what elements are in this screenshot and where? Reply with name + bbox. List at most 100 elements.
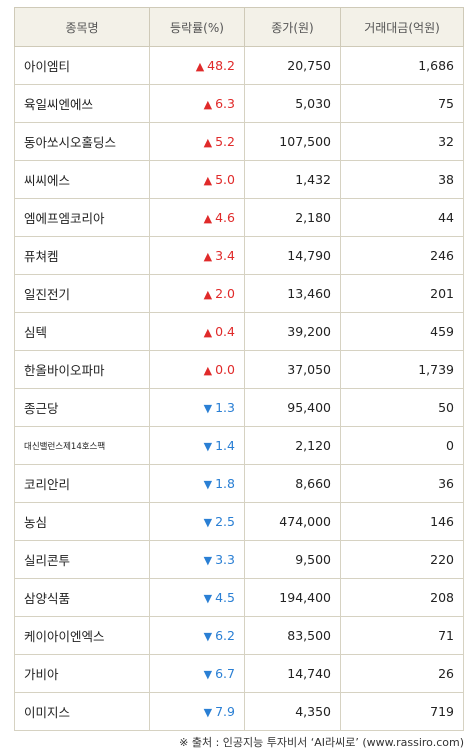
close-price: 14,740 — [244, 654, 341, 693]
change-cell: ▼ 1.3 — [149, 388, 245, 427]
table-row: 아이엠티 ▲ 48.2 20,750 1,686 — [14, 46, 464, 85]
change-cell: ▼ 6.7 — [149, 654, 245, 693]
up-triangle-icon: ▲ — [203, 212, 213, 225]
change-value: 1.3 — [215, 400, 235, 415]
up-triangle-icon: ▲ — [203, 326, 213, 339]
source-note: ※ 출처 : 인공지능 투자비서 ‘AI라씨로’ (www.rassiro.co… — [179, 736, 464, 749]
down-triangle-icon: ▼ — [203, 592, 213, 605]
trade-amount: 0 — [340, 426, 464, 465]
trade-amount: 26 — [340, 654, 464, 693]
trade-amount: 220 — [340, 540, 464, 579]
stock-name: 한올바이오파마 — [14, 350, 150, 389]
table-row: 코리안리 ▼ 1.8 8,660 36 — [14, 464, 464, 503]
close-price: 37,050 — [244, 350, 341, 389]
change-value: 1.8 — [215, 476, 235, 491]
table-row: 농심 ▼ 2.5 474,000 146 — [14, 502, 464, 541]
change-value: 2.0 — [215, 286, 235, 301]
table-row: 한올바이오파마 ▲ 0.0 37,050 1,739 — [14, 350, 464, 389]
trade-amount: 36 — [340, 464, 464, 503]
stock-name: 이미지스 — [14, 692, 150, 731]
change-value: 6.3 — [215, 96, 235, 111]
header-change: 등락률(%) — [149, 7, 245, 47]
table-row: 퓨쳐켐 ▲ 3.4 14,790 246 — [14, 236, 464, 275]
change-cell: ▼ 6.2 — [149, 616, 245, 655]
change-value: 2.5 — [215, 514, 235, 529]
stock-name: 심텍 — [14, 312, 150, 351]
change-value: 3.3 — [215, 552, 235, 567]
table-row: 일진전기 ▲ 2.0 13,460 201 — [14, 274, 464, 313]
trade-amount: 459 — [340, 312, 464, 351]
change-cell: ▲ 0.4 — [149, 312, 245, 351]
trade-amount: 44 — [340, 198, 464, 237]
trade-amount: 1,739 — [340, 350, 464, 389]
header-name: 종목명 — [14, 7, 150, 47]
trade-amount: 208 — [340, 578, 464, 617]
change-value: 1.4 — [215, 438, 235, 453]
change-cell: ▲ 0.0 — [149, 350, 245, 389]
stock-table-container: 종목명 등락률(%) 종가(원) 거래대금(억원) 아이엠티 ▲ 48.2 20,75… — [14, 7, 464, 731]
change-value: 0.4 — [215, 324, 235, 339]
change-cell: ▼ 3.3 — [149, 540, 245, 579]
close-price: 20,750 — [244, 46, 341, 85]
table-row: 육일씨엔에쓰 ▲ 6.3 5,030 75 — [14, 84, 464, 123]
stock-name: 가비아 — [14, 654, 150, 693]
header-price: 종가(원) — [244, 7, 341, 47]
close-price: 8,660 — [244, 464, 341, 503]
change-cell: ▲ 5.0 — [149, 160, 245, 199]
down-triangle-icon: ▼ — [203, 440, 213, 453]
stock-name: 대신밸런스제14호스팩 — [14, 426, 150, 465]
stock-name: 케이아이엔엑스 — [14, 616, 150, 655]
table-header-row: 종목명 등락률(%) 종가(원) 거래대금(억원) — [14, 7, 464, 47]
change-value: 5.0 — [215, 172, 235, 187]
down-triangle-icon: ▼ — [203, 554, 213, 567]
close-price: 39,200 — [244, 312, 341, 351]
trade-amount: 1,686 — [340, 46, 464, 85]
table-row: 가비아 ▼ 6.7 14,740 26 — [14, 654, 464, 693]
table-row: 씨씨에스 ▲ 5.0 1,432 38 — [14, 160, 464, 199]
up-triangle-icon: ▲ — [203, 288, 213, 301]
table-row: 동아쏘시오홀딩스 ▲ 5.2 107,500 32 — [14, 122, 464, 161]
table-row: 실리콘투 ▼ 3.3 9,500 220 — [14, 540, 464, 579]
up-triangle-icon: ▲ — [195, 60, 205, 73]
change-cell: ▲ 6.3 — [149, 84, 245, 123]
change-value: 4.6 — [215, 210, 235, 225]
close-price: 1,432 — [244, 160, 341, 199]
trade-amount: 38 — [340, 160, 464, 199]
stock-name: 동아쏘시오홀딩스 — [14, 122, 150, 161]
close-price: 5,030 — [244, 84, 341, 123]
trade-amount: 246 — [340, 236, 464, 275]
close-price: 194,400 — [244, 578, 341, 617]
change-cell: ▼ 2.5 — [149, 502, 245, 541]
close-price: 95,400 — [244, 388, 341, 427]
stock-name: 농심 — [14, 502, 150, 541]
down-triangle-icon: ▼ — [203, 402, 213, 415]
trade-amount: 146 — [340, 502, 464, 541]
stock-name: 종근당 — [14, 388, 150, 427]
stock-name: 퓨쳐켐 — [14, 236, 150, 275]
down-triangle-icon: ▼ — [203, 706, 213, 719]
change-value: 4.5 — [215, 590, 235, 605]
close-price: 14,790 — [244, 236, 341, 275]
table-row: 엠에프엠코리아 ▲ 4.6 2,180 44 — [14, 198, 464, 237]
table-row: 이미지스 ▼ 7.9 4,350 719 — [14, 692, 464, 731]
up-triangle-icon: ▲ — [203, 136, 213, 149]
down-triangle-icon: ▼ — [203, 668, 213, 681]
close-price: 83,500 — [244, 616, 341, 655]
close-price: 474,000 — [244, 502, 341, 541]
change-cell: ▲ 48.2 — [149, 46, 245, 85]
up-triangle-icon: ▲ — [203, 364, 213, 377]
change-cell: ▼ 7.9 — [149, 692, 245, 731]
change-cell: ▲ 2.0 — [149, 274, 245, 313]
up-triangle-icon: ▲ — [203, 174, 213, 187]
change-value: 0.0 — [215, 362, 235, 377]
up-triangle-icon: ▲ — [203, 98, 213, 111]
trade-amount: 719 — [340, 692, 464, 731]
change-value: 6.2 — [215, 628, 235, 643]
stock-name: 코리안리 — [14, 464, 150, 503]
trade-amount: 75 — [340, 84, 464, 123]
close-price: 9,500 — [244, 540, 341, 579]
table-row: 대신밸런스제14호스팩 ▼ 1.4 2,120 0 — [14, 426, 464, 465]
change-cell: ▲ 3.4 — [149, 236, 245, 275]
change-value: 5.2 — [215, 134, 235, 149]
down-triangle-icon: ▼ — [203, 630, 213, 643]
